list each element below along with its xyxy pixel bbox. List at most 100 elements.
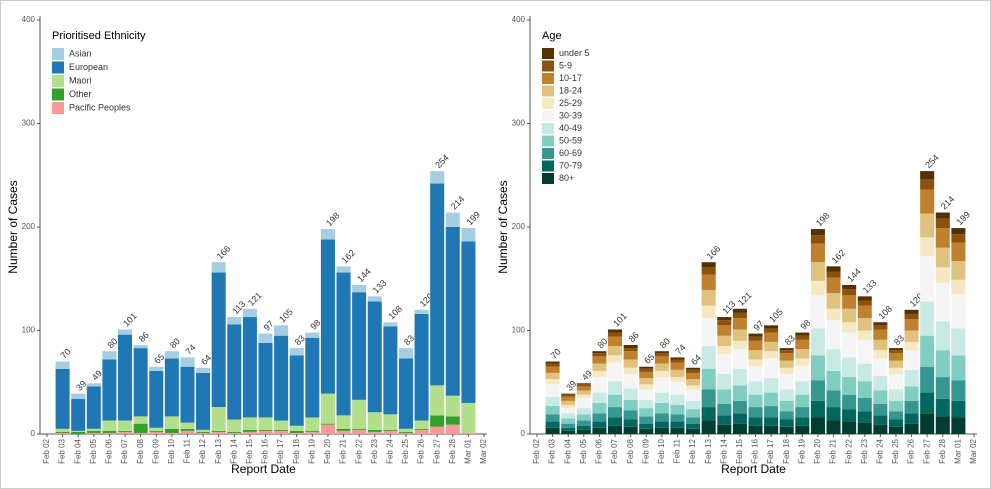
- bar-segment: [857, 305, 872, 319]
- bar-segment: [592, 356, 607, 364]
- bar-segment: [639, 366, 654, 369]
- bar-segment: [561, 400, 576, 406]
- bar-segment: [717, 325, 732, 336]
- bar-segment: [367, 431, 382, 434]
- bar-segment: [289, 425, 304, 431]
- bar-segment: [935, 398, 950, 417]
- bar-segment: [654, 413, 669, 422]
- bar-segment: [336, 266, 351, 273]
- bar-segment: [592, 363, 607, 371]
- bar-segment: [935, 247, 950, 268]
- bar-segment: [576, 397, 591, 409]
- total-label: 70: [59, 346, 73, 360]
- bar-segment: [873, 424, 888, 434]
- bar-segment: [732, 413, 747, 424]
- bar-segment: [289, 355, 304, 426]
- bar-segment: [748, 350, 763, 360]
- bar-segment: [904, 309, 919, 314]
- x-tick-label: Feb 21: [339, 438, 348, 463]
- bar-segment: [951, 242, 966, 262]
- bar-segment: [258, 429, 273, 431]
- bar-segment: [118, 430, 133, 432]
- bar-segment: [623, 367, 638, 374]
- bar-segment: [71, 393, 86, 399]
- bar-segment: [86, 383, 101, 387]
- bar-segment: [920, 171, 935, 180]
- bar-segment: [592, 370, 607, 378]
- bar-segment: [320, 239, 335, 394]
- bar-segment: [367, 412, 382, 430]
- legend-swatch: [52, 88, 64, 101]
- bar-segment: [826, 390, 841, 408]
- bar-segment: [211, 430, 226, 432]
- bar-segment: [320, 393, 335, 424]
- x-tick-label: Feb 26: [417, 438, 426, 463]
- bar-segment: [258, 430, 273, 434]
- bar-segment: [133, 416, 148, 424]
- bar-segment: [180, 366, 195, 423]
- bar-segment: [86, 428, 101, 431]
- bar-segment: [133, 348, 148, 417]
- bar-segment: [608, 355, 623, 363]
- bar-segment: [701, 407, 716, 421]
- bar-segment: [810, 280, 825, 296]
- x-tick-label: Feb 11: [673, 438, 682, 463]
- bar-segment: [336, 272, 351, 416]
- bar-segment: [764, 406, 779, 418]
- bar-segment: [935, 416, 950, 434]
- bar-segment: [888, 348, 903, 351]
- x-tick-label: Feb 26: [907, 438, 916, 463]
- bar-segment: [274, 420, 289, 430]
- bar-segment: [732, 385, 747, 401]
- x-tick-label: Feb 04: [73, 438, 82, 463]
- bar-segment: [227, 317, 242, 325]
- total-label: 39: [74, 379, 88, 393]
- bar-segment: [670, 427, 685, 434]
- bar-segment: [810, 400, 825, 418]
- bar-segment: [654, 427, 669, 434]
- bar-segment: [732, 318, 747, 330]
- x-tick-label: Mar 01: [464, 438, 473, 463]
- bar-segment: [227, 324, 242, 420]
- bar-segment: [701, 290, 716, 306]
- bar-segment: [748, 366, 763, 382]
- bar-segment: [717, 403, 732, 416]
- bar-segment: [352, 292, 367, 400]
- x-tick-label: Feb 08: [136, 438, 145, 463]
- bar-segment: [639, 389, 654, 400]
- bar-segment: [701, 262, 716, 268]
- bar-segment: [951, 261, 966, 280]
- bar-segment: [717, 389, 732, 404]
- bar-segment: [227, 431, 242, 433]
- x-tick-label: Feb 04: [563, 438, 572, 463]
- bar-segment: [888, 411, 903, 420]
- legend-swatch: [542, 148, 554, 159]
- bar-segment: [242, 431, 257, 434]
- bar-segment: [149, 366, 164, 371]
- bar-segment: [445, 212, 460, 227]
- bar-segment: [935, 377, 950, 399]
- total-label: 86: [627, 330, 641, 344]
- bar-segment: [211, 262, 226, 273]
- bar-segment: [732, 340, 747, 350]
- bar-segment: [873, 358, 888, 377]
- bar-segment: [670, 369, 685, 378]
- bar-segment: [717, 415, 732, 425]
- bar-segment: [654, 353, 669, 357]
- bar-segment: [842, 409, 857, 422]
- bar-segment: [701, 318, 716, 347]
- bar-segment: [227, 419, 242, 432]
- x-tick-label: Feb 21: [829, 438, 838, 463]
- bar-segment: [670, 405, 685, 415]
- x-tick-label: Feb 09: [151, 438, 160, 463]
- x-tick-label: Feb 24: [385, 438, 394, 463]
- bar-segment: [133, 423, 148, 433]
- bar-segment: [196, 367, 211, 373]
- bar-segment: [461, 402, 476, 433]
- bar-segment: [55, 428, 70, 432]
- legend-swatch: [52, 48, 64, 60]
- bar-segment: [779, 350, 794, 354]
- bar-segment: [717, 346, 732, 355]
- legend-label: 40-49: [559, 123, 582, 133]
- bar-segment: [639, 416, 654, 424]
